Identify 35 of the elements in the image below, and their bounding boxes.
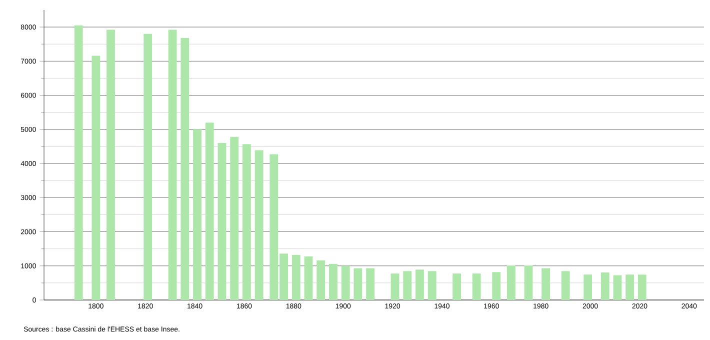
bar (354, 268, 362, 300)
bar (524, 266, 533, 300)
bar (106, 30, 115, 300)
bar (242, 144, 251, 300)
bar (144, 34, 152, 300)
bar (626, 274, 634, 300)
bar (230, 136, 239, 300)
bar (600, 272, 610, 300)
bar (403, 271, 412, 300)
bar (316, 260, 326, 300)
bar (561, 271, 570, 300)
bar (366, 268, 374, 300)
bar (168, 30, 177, 300)
bar (472, 274, 481, 300)
bar (74, 25, 83, 300)
bar (92, 56, 100, 300)
bar (638, 274, 646, 300)
bar (506, 266, 516, 300)
bar (584, 274, 592, 300)
bar (452, 274, 462, 300)
bar (205, 122, 214, 300)
bar (492, 272, 501, 300)
bar (341, 266, 350, 300)
bar (292, 254, 300, 300)
bar (390, 274, 400, 300)
bar (416, 270, 424, 300)
bar (180, 38, 190, 300)
bar (304, 256, 313, 300)
bar (428, 271, 436, 300)
bar (218, 143, 226, 300)
bar (613, 275, 622, 300)
bar (542, 268, 550, 300)
bar (193, 129, 202, 300)
bar (254, 150, 264, 300)
bar (329, 264, 338, 300)
